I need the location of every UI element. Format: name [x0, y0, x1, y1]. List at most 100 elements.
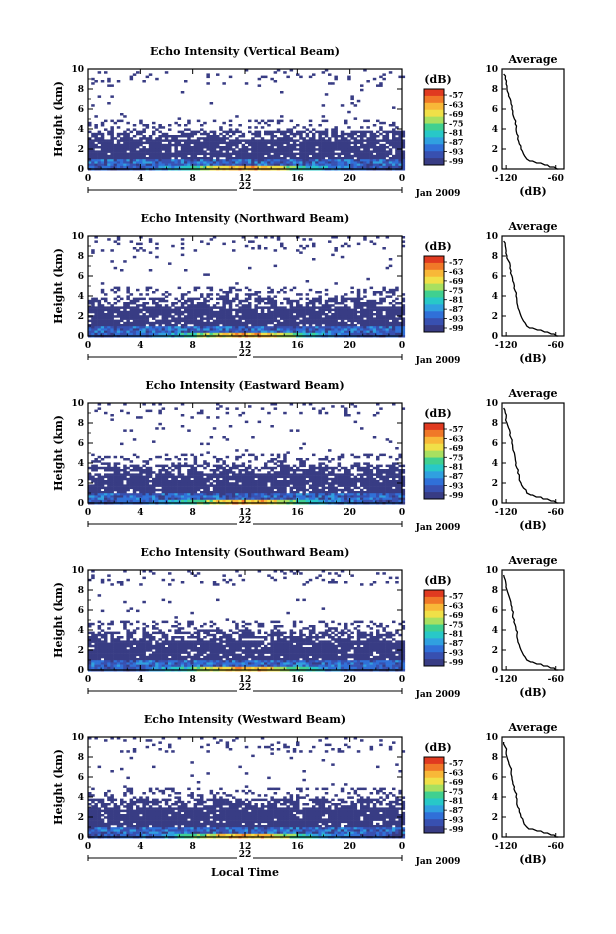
heatmap-cell — [306, 482, 310, 485]
heatmap-cell — [213, 159, 217, 162]
heatmap-cell — [210, 142, 214, 145]
heatmap-cell — [283, 71, 287, 74]
heatmap-cell — [152, 122, 156, 125]
heatmap-cell — [139, 478, 143, 481]
heatmap-cell — [152, 298, 156, 301]
heatmap-cell — [395, 458, 399, 461]
heatmap-cell — [194, 331, 198, 334]
heatmap-cell — [398, 465, 402, 468]
heatmap-cell — [184, 302, 188, 305]
heatmap-cell — [107, 80, 111, 83]
heatmap-cell — [341, 478, 345, 481]
heatmap-cell — [210, 153, 214, 156]
heatmap-cell — [360, 135, 364, 138]
heatmap-cell — [354, 153, 358, 156]
heatmap-cell — [270, 304, 274, 307]
heatmap-cell — [242, 476, 246, 479]
heatmap-cell — [117, 133, 121, 136]
heatmap-cell — [133, 324, 137, 327]
heatmap-cell — [299, 458, 303, 461]
heatmap-cell — [267, 131, 271, 134]
heatmap-cell — [101, 135, 105, 138]
profile-y-tick-label: 10 — [485, 232, 498, 242]
heatmap-cell — [344, 467, 348, 470]
heatmap-cell — [376, 161, 380, 164]
heatmap-cell — [91, 320, 95, 323]
heatmap-cell — [322, 462, 326, 465]
heatmap-cell — [136, 416, 140, 419]
heatmap-cell — [130, 473, 134, 476]
heatmap-cell — [392, 166, 396, 169]
heatmap-cell — [190, 166, 194, 169]
heatmap-cell — [299, 131, 303, 134]
heatmap-cell — [373, 473, 377, 476]
heatmap-cell — [149, 144, 153, 147]
heatmap-cell — [251, 469, 255, 472]
heatmap-cell — [376, 142, 380, 145]
heatmap-cell — [139, 311, 143, 314]
heatmap-cell — [123, 429, 127, 432]
heatmap-cell — [363, 454, 367, 457]
heatmap-cell — [152, 153, 156, 156]
heatmap-cell — [267, 322, 271, 325]
heatmap-cell — [238, 473, 242, 476]
heatmap-cell — [258, 480, 262, 483]
heatmap-cell — [235, 146, 239, 149]
heatmap-cell — [382, 159, 386, 162]
heatmap-cell — [318, 166, 322, 169]
heatmap-cell — [325, 412, 329, 415]
heatmap-cell — [270, 482, 274, 485]
heatmap-cell — [242, 133, 246, 136]
heatmap-cell — [245, 139, 249, 142]
heatmap-cell — [91, 322, 95, 325]
heatmap-cell — [203, 300, 207, 303]
heatmap-cell — [197, 302, 201, 305]
heatmap-cell — [101, 298, 105, 301]
heatmap-cell — [203, 302, 207, 305]
heatmap-cell — [232, 324, 236, 327]
heatmap-cell — [133, 153, 137, 156]
heatmap-cell — [386, 306, 390, 309]
heatmap-cell — [363, 320, 367, 323]
heatmap-cell — [149, 328, 153, 331]
heatmap-cell — [229, 320, 233, 323]
heatmap-cell — [181, 135, 185, 138]
heatmap-cell — [360, 322, 364, 325]
heatmap-cell — [213, 306, 217, 309]
heatmap-cell — [206, 309, 210, 312]
heatmap-cell — [290, 482, 294, 485]
heatmap-cell — [142, 124, 146, 127]
heatmap-cell — [136, 311, 140, 314]
heatmap-cell — [277, 460, 281, 463]
heatmap-cell — [142, 484, 146, 487]
heatmap-cell — [258, 247, 262, 250]
heatmap-cell — [376, 166, 380, 169]
heatmap-cell — [331, 458, 335, 461]
colorbar-segment — [424, 284, 444, 291]
heatmap-cell — [264, 320, 268, 323]
heatmap-cell — [376, 482, 380, 485]
heatmap-cell — [338, 324, 342, 327]
heatmap-cell — [235, 315, 239, 318]
heatmap-cell — [107, 102, 111, 105]
heatmap-cell — [309, 471, 313, 474]
heatmap-cell — [254, 487, 258, 490]
heatmap-cell — [370, 320, 374, 323]
heatmap-cell — [398, 306, 402, 309]
heatmap-cell — [216, 137, 220, 140]
heatmap-cell — [171, 245, 175, 248]
heatmap-cell — [152, 309, 156, 312]
heatmap-cell — [325, 480, 329, 483]
heatmap-cell — [389, 487, 393, 490]
heatmap-cell — [254, 313, 258, 316]
heatmap-cell — [104, 161, 108, 164]
heatmap-cell — [312, 73, 316, 76]
heatmap-cell — [184, 478, 188, 481]
heatmap-cell — [94, 166, 98, 169]
heatmap-cell — [366, 157, 370, 160]
heatmap-cell — [370, 139, 374, 142]
heatmap-cell — [315, 326, 319, 329]
heatmap-cell — [382, 487, 386, 490]
heatmap-cell — [226, 491, 230, 494]
heatmap-cell — [261, 454, 265, 457]
